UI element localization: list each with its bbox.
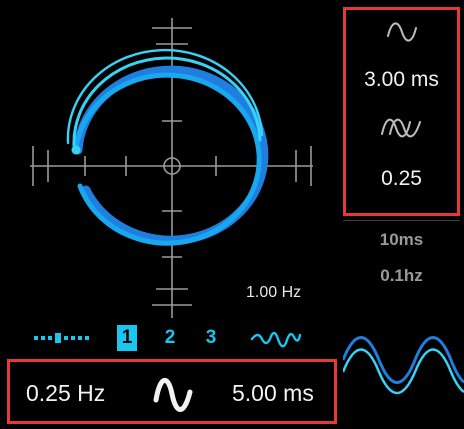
side-dim-rate[interactable]: 0.1hz <box>380 266 423 285</box>
mode-button-3[interactable]: 3 <box>205 327 217 348</box>
side-divider <box>343 220 460 221</box>
side-amount-value[interactable]: 0.25 <box>381 167 422 190</box>
sine-wave-icon[interactable] <box>384 16 420 48</box>
side-time-value[interactable]: 3.00 ms <box>364 68 439 91</box>
side-dim-time[interactable]: 10ms <box>379 230 424 249</box>
crosshair <box>30 18 313 318</box>
oscilloscope-panel: 1.00 Hz 1 2 3 0.25 Hz 5.00 ms <box>0 0 340 424</box>
scope-rate-label: 1.00 Hz <box>246 284 302 301</box>
squiggle-wave-icon[interactable] <box>250 327 302 349</box>
trace-head-dot <box>71 145 81 155</box>
waveform-preview <box>343 336 464 394</box>
bottom-parameter-bar: 0.25 Hz 5.00 ms <box>7 359 337 424</box>
rate-value[interactable]: 0.25 Hz <box>26 380 106 406</box>
mode-button-1[interactable]: 1 <box>117 325 137 351</box>
time-value[interactable]: 5.00 ms <box>232 380 314 406</box>
lissajous-trace <box>66 48 269 246</box>
scope-display[interactable] <box>0 0 340 320</box>
double-sine-icon[interactable] <box>378 110 426 144</box>
sine-wave-icon[interactable] <box>150 370 198 420</box>
dotted-slider-icon[interactable] <box>34 333 94 343</box>
mode-button-2[interactable]: 2 <box>164 327 176 348</box>
side-parameter-box: 3.00 ms 0.25 <box>343 7 460 216</box>
